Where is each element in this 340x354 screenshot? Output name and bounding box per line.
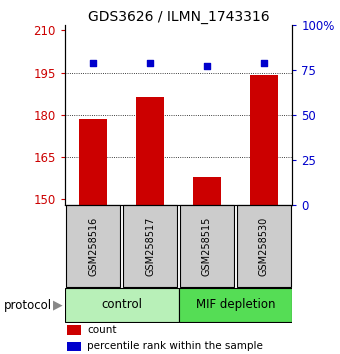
Text: ▶: ▶ [53,299,62,312]
Bar [67,342,81,351]
FancyBboxPatch shape [123,205,177,287]
Text: GSM258516: GSM258516 [88,216,98,276]
FancyBboxPatch shape [178,288,292,322]
Text: protocol: protocol [3,299,52,312]
Text: count: count [87,325,117,335]
Bar [79,119,107,205]
Bar [193,177,221,205]
FancyBboxPatch shape [180,205,234,287]
Bar [136,97,164,205]
Text: control: control [101,298,142,311]
Point [204,63,210,69]
Text: GSM258517: GSM258517 [145,216,155,276]
FancyBboxPatch shape [66,205,120,287]
Bar [67,325,81,335]
Text: GSM258530: GSM258530 [259,216,269,276]
Text: MIF depletion: MIF depletion [196,298,275,311]
Text: GSM258515: GSM258515 [202,216,212,276]
Text: percentile rank within the sample: percentile rank within the sample [87,341,263,351]
Point [261,60,267,65]
Title: GDS3626 / ILMN_1743316: GDS3626 / ILMN_1743316 [88,10,269,24]
Point [147,60,153,65]
FancyBboxPatch shape [237,205,291,287]
Bar [250,75,278,205]
FancyBboxPatch shape [65,288,178,322]
Point [90,60,96,65]
